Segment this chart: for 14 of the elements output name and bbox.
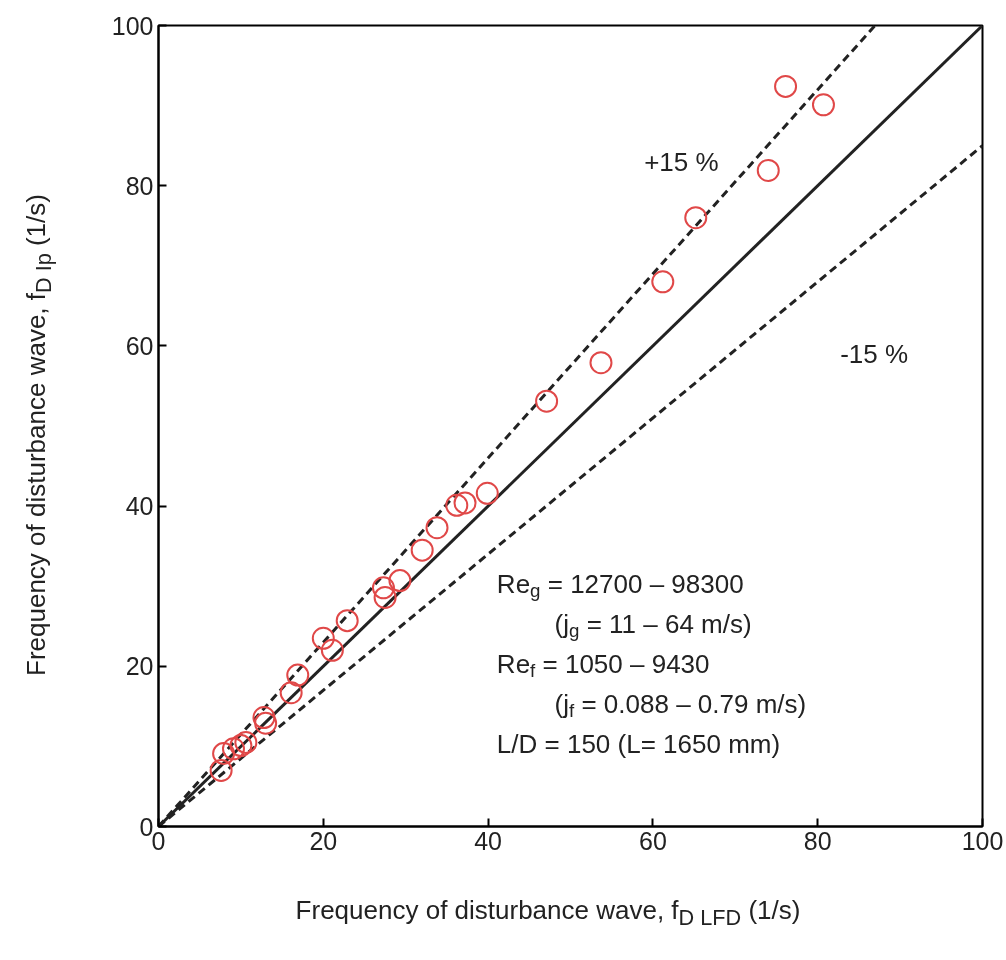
annotation: -15 % [840,338,909,369]
annotation: L/D = 150 (L= 1650 mm) [496,728,781,759]
y-tick-label: 100 [111,11,154,40]
x-tick-label: 100 [961,826,1004,855]
y-tick-label: 60 [125,331,154,360]
x-tick-label: 60 [639,826,667,855]
y-tick-label: 40 [125,492,154,521]
y-tick-label: 80 [125,171,154,200]
annotation: +15 % [644,146,719,177]
x-tick-label: 20 [309,826,338,855]
x-tick-label: 80 [803,826,832,855]
y-tick-label: 20 [125,652,154,681]
x-tick-label: 40 [474,826,503,855]
x-axis-title: Frequency of disturbance wave, f$_{D LFD}$ (1/s) [295,893,801,933]
